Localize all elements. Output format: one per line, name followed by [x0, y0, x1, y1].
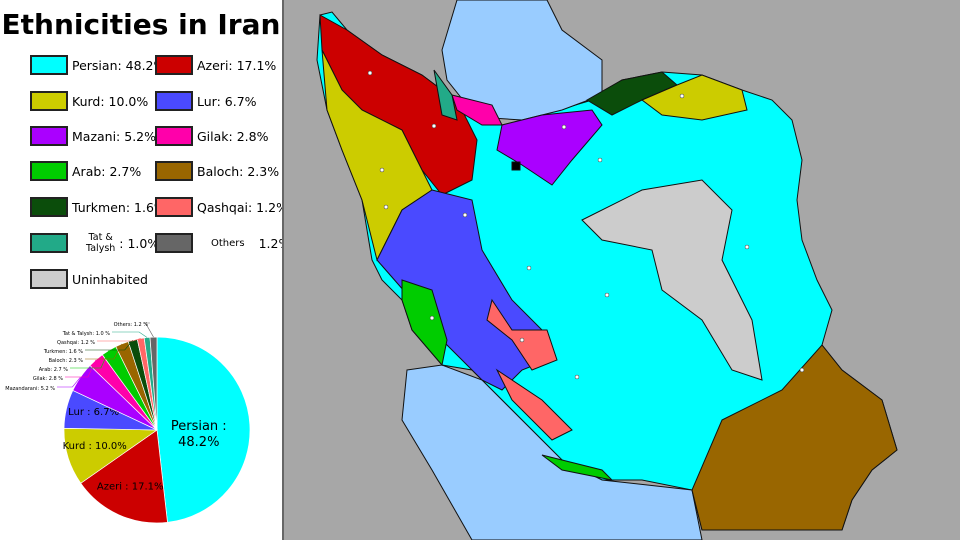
- legend-label: Persian: 48.2%: [72, 57, 166, 73]
- legend-swatch: [30, 161, 68, 181]
- legend-label: Qashqai: 1.2%: [197, 199, 288, 215]
- legend-item: Mazani: 5.2%: [30, 125, 156, 147]
- tat-talysh-region: [433, 69, 458, 121]
- pie-label: Mazandarani: 5.2 %: [5, 386, 55, 392]
- legend-label: Mazani: 5.2%: [72, 128, 157, 144]
- legend-swatch: [30, 233, 68, 253]
- others-region: [511, 161, 521, 171]
- legend-swatch: [30, 91, 68, 111]
- legend-swatch: [30, 126, 68, 146]
- legend-swatch: [155, 126, 193, 146]
- pie-label: Others: 1.2 %: [114, 322, 149, 328]
- legend-swatch: [155, 197, 193, 217]
- legend-label: Lur: 6.7%: [197, 93, 257, 109]
- pie-label: Azeri : 17.1%: [97, 481, 164, 492]
- persian-gulf: [401, 364, 703, 541]
- baloch-region: [691, 344, 898, 531]
- pie-leader-line: [112, 331, 148, 338]
- pie-leader-line: [85, 340, 133, 351]
- legend-item: Others 1.2%: [155, 232, 290, 254]
- pie-label: Lur : 6.7%: [68, 407, 119, 418]
- legend-item: Arab: 2.7%: [30, 160, 141, 182]
- kurd-region-northeast: [641, 74, 748, 121]
- pie-leader-line: [70, 350, 110, 369]
- pie-slice-azeri: [80, 429, 168, 524]
- arab-region: [401, 279, 448, 367]
- pie-slice-others: [149, 336, 158, 431]
- legend-label: Others: [211, 237, 245, 249]
- pie-label: Gilak: 2.8 %: [33, 376, 63, 382]
- pie-slice-persian: [156, 336, 251, 523]
- legend-swatch: [155, 55, 193, 75]
- mazani-region: [496, 109, 603, 186]
- legend-label: Kurd: 10.0%: [72, 93, 149, 109]
- arab-coast-region: [541, 454, 614, 481]
- pie-label: Persian :48.2%: [171, 419, 227, 450]
- legend-item: Baloch: 2.3%: [155, 160, 279, 182]
- pie-label: Qashqai: 1.2 %: [57, 340, 95, 346]
- pie-label: Turkmen: 1.6 %: [43, 349, 83, 355]
- legend-swatch: [155, 91, 193, 111]
- legend-item: Kurd: 10.0%: [30, 90, 148, 112]
- legend-swatch: [30, 55, 68, 75]
- pie-label: Arab: 2.7 %: [39, 367, 69, 373]
- legend-item: Persian: 48.2%: [30, 54, 165, 76]
- pie-leader-line: [85, 343, 123, 360]
- legend-item: Azeri: 17.1%: [155, 54, 276, 76]
- pie-chart: Persian :48.2% Azeri : 17.1% Kurd : 10.0% L…: [5, 322, 251, 524]
- pie-label: Kurd : 10.0%: [63, 441, 127, 452]
- city-markers: [367, 70, 805, 380]
- legend-value: : 1.0%: [119, 235, 160, 251]
- pie-leader-line: [65, 359, 97, 378]
- legend-panel: Ethnicities in Iran Persian: 48.2% Azeri:…: [0, 0, 290, 540]
- pie-label: Tat & Talysh: 1.0 %: [62, 331, 111, 337]
- legend-swatch: [30, 197, 68, 217]
- qashqai-region-south: [495, 368, 573, 441]
- ethnic-map: [282, 0, 960, 541]
- legend-label: Gilak: 2.8%: [197, 128, 269, 144]
- pie-leader-line: [57, 377, 81, 388]
- gilak-region: [451, 94, 503, 126]
- legend-label: Tat & Talysh: [86, 232, 116, 254]
- legend-label: Azeri: 17.1%: [197, 57, 277, 73]
- legend-item: Qashqai: 1.2%: [155, 196, 288, 218]
- legend-label: Baloch: 2.3%: [197, 163, 280, 179]
- pie-leader-line: [144, 322, 154, 338]
- legend-item: Tat & Talysh: 1.0%: [30, 232, 159, 254]
- uninhabited-region: [581, 179, 763, 381]
- legend-label: Arab: 2.7%: [72, 163, 142, 179]
- pie-leader-line: [97, 338, 141, 342]
- legend-label: Turkmen: 1.6%: [72, 199, 166, 215]
- page-title: Ethnicities in Iran: [1, 8, 281, 41]
- legend-swatch: [30, 269, 68, 289]
- legend-item: Turkmen: 1.6%: [30, 196, 166, 218]
- legend-swatch: [155, 233, 193, 253]
- legend-item: Uninhabited: [30, 268, 148, 290]
- legend-swatch: [155, 161, 193, 181]
- pie-label: Baloch: 2.3 %: [49, 358, 84, 364]
- legend-item: Gilak: 2.8%: [155, 125, 268, 147]
- legend-label: Uninhabited: [72, 271, 148, 287]
- legend-item: Lur: 6.7%: [155, 90, 257, 112]
- qashqai-region: [486, 298, 558, 371]
